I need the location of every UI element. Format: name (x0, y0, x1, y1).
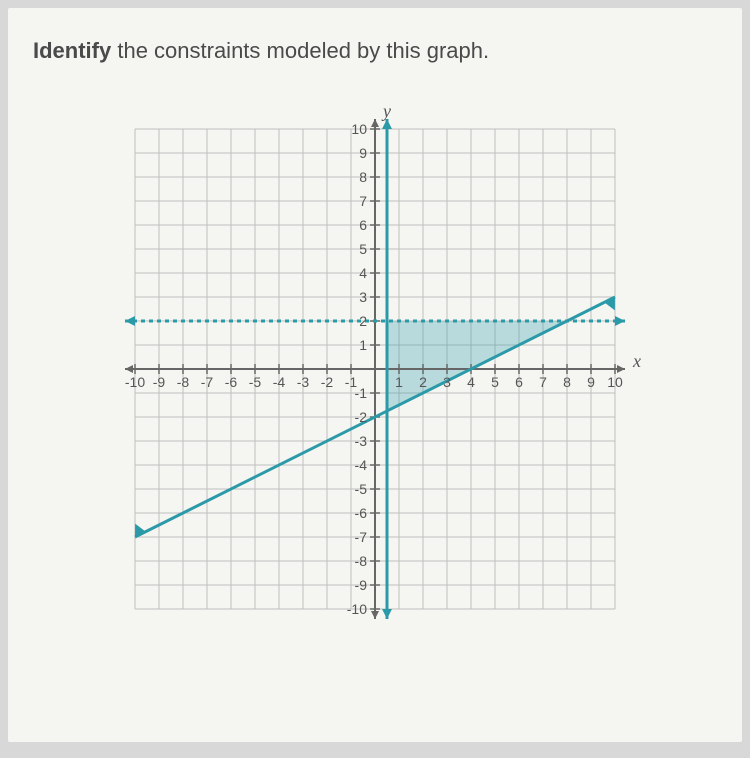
x-axis-label: x (632, 351, 641, 371)
svg-text:-4: -4 (273, 374, 286, 390)
svg-text:-6: -6 (355, 505, 368, 521)
svg-text:5: 5 (359, 241, 367, 257)
svg-text:10: 10 (607, 374, 623, 390)
svg-text:-10: -10 (347, 601, 367, 617)
question-text: Identify the constraints modeled by this… (33, 38, 717, 64)
svg-text:4: 4 (467, 374, 475, 390)
svg-text:-2: -2 (321, 374, 334, 390)
svg-text:10: 10 (351, 121, 367, 137)
svg-text:2: 2 (359, 313, 367, 329)
svg-text:7: 7 (359, 193, 367, 209)
svg-text:-3: -3 (297, 374, 310, 390)
svg-text:1: 1 (395, 374, 403, 390)
svg-text:-7: -7 (201, 374, 214, 390)
question-bold: Identify (33, 38, 111, 63)
svg-text:5: 5 (491, 374, 499, 390)
svg-text:-1: -1 (355, 385, 368, 401)
svg-text:2: 2 (419, 374, 427, 390)
content-panel: Identify the constraints modeled by this… (8, 8, 742, 742)
svg-text:-5: -5 (249, 374, 262, 390)
svg-text:8: 8 (563, 374, 571, 390)
svg-text:-9: -9 (355, 577, 368, 593)
svg-text:1: 1 (359, 337, 367, 353)
svg-text:3: 3 (443, 374, 451, 390)
svg-text:-9: -9 (153, 374, 166, 390)
svg-text:9: 9 (587, 374, 595, 390)
svg-text:-8: -8 (355, 553, 368, 569)
svg-text:-5: -5 (355, 481, 368, 497)
svg-text:4: 4 (359, 265, 367, 281)
coordinate-graph: y x -10 -9 -8 -7 -6 -5 -4 -3 -2 -1 1 2 3… (105, 99, 645, 639)
svg-text:-6: -6 (225, 374, 238, 390)
svg-text:3: 3 (359, 289, 367, 305)
svg-text:6: 6 (515, 374, 523, 390)
svg-text:7: 7 (539, 374, 547, 390)
svg-text:9: 9 (359, 145, 367, 161)
svg-text:-3: -3 (355, 433, 368, 449)
svg-text:8: 8 (359, 169, 367, 185)
svg-text:-7: -7 (355, 529, 368, 545)
svg-text:6: 6 (359, 217, 367, 233)
svg-text:-4: -4 (355, 457, 368, 473)
graph-container: y x -10 -9 -8 -7 -6 -5 -4 -3 -2 -1 1 2 3… (105, 99, 645, 639)
svg-text:-2: -2 (355, 409, 368, 425)
svg-text:-8: -8 (177, 374, 190, 390)
x-tick-labels: -10 -9 -8 -7 -6 -5 -4 -3 -2 -1 1 2 3 4 5… (125, 374, 623, 390)
y-axis-label: y (381, 101, 391, 121)
question-rest: the constraints modeled by this graph. (111, 38, 489, 63)
svg-text:-10: -10 (125, 374, 145, 390)
